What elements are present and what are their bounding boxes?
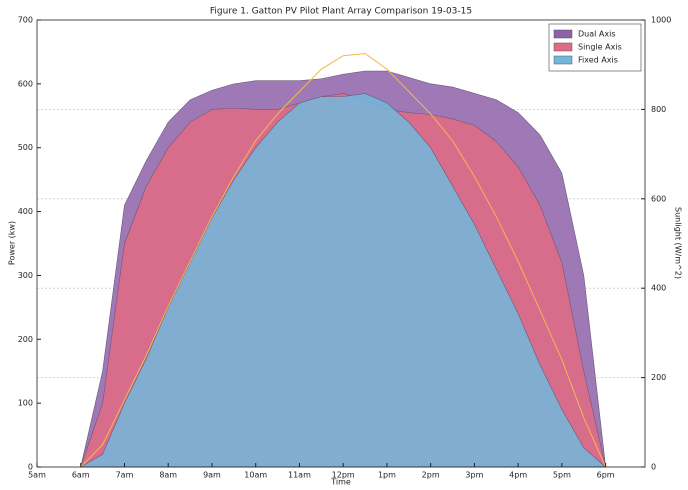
x-tick-label: 5am <box>28 471 46 480</box>
x-tick-label: 2pm <box>422 471 440 480</box>
x-tick-label: 4pm <box>509 471 527 480</box>
x-tick-label: 6am <box>72 471 90 480</box>
sunlight-line <box>80 53 607 468</box>
y-tick-label: 600 <box>18 79 33 88</box>
legend: Dual Axis Single Axis Fixed Axis <box>548 23 642 72</box>
legend-swatch <box>553 29 573 39</box>
x-tick-label: 5pm <box>553 471 571 480</box>
x-tick-label: 3pm <box>465 471 483 480</box>
y-tick-label: 200 <box>18 335 33 344</box>
y2-tick-label: 1000 <box>651 16 671 25</box>
y2-tick-label: 400 <box>651 284 666 293</box>
legend-swatch <box>553 42 573 52</box>
x-tick-label: 12pm <box>332 471 355 480</box>
legend-swatch <box>553 55 573 65</box>
y2-tick-label: 800 <box>651 105 666 114</box>
x-tick-label: 7am <box>116 471 134 480</box>
legend-label: Single Axis <box>578 43 622 52</box>
x-tick-label: 8am <box>159 471 177 480</box>
y-tick-label: 500 <box>18 143 33 152</box>
legend-label: Dual Axis <box>578 30 616 39</box>
y2-axis-label: Sunlight (W/m^2) <box>674 207 683 279</box>
x-tick-label: 10am <box>244 471 267 480</box>
legend-label: Fixed Axis <box>578 56 618 65</box>
y2-tick-label: 600 <box>651 194 666 203</box>
y-axis-label: Power (kw) <box>8 221 17 265</box>
plot-frame <box>36 19 646 468</box>
x-tick-label: 11am <box>288 471 311 480</box>
x-tick-label: 6pm <box>597 471 615 480</box>
y-tick-label: 100 <box>18 399 33 408</box>
y-tick-label: 700 <box>18 16 33 25</box>
chart-title: Figure 1. Gatton PV Pilot Plant Array Co… <box>210 7 472 17</box>
y2-tick-label: 200 <box>651 373 666 382</box>
x-tick-label: 1pm <box>378 471 396 480</box>
y-tick-label: 400 <box>18 207 33 216</box>
x-axis-label: Time <box>330 478 351 487</box>
y-tick-label: 300 <box>18 271 33 280</box>
y2-tick-label: 0 <box>651 463 656 472</box>
x-tick-label: 9am <box>203 471 221 480</box>
y-tick-label: 0 <box>28 463 33 472</box>
area <box>79 93 607 468</box>
